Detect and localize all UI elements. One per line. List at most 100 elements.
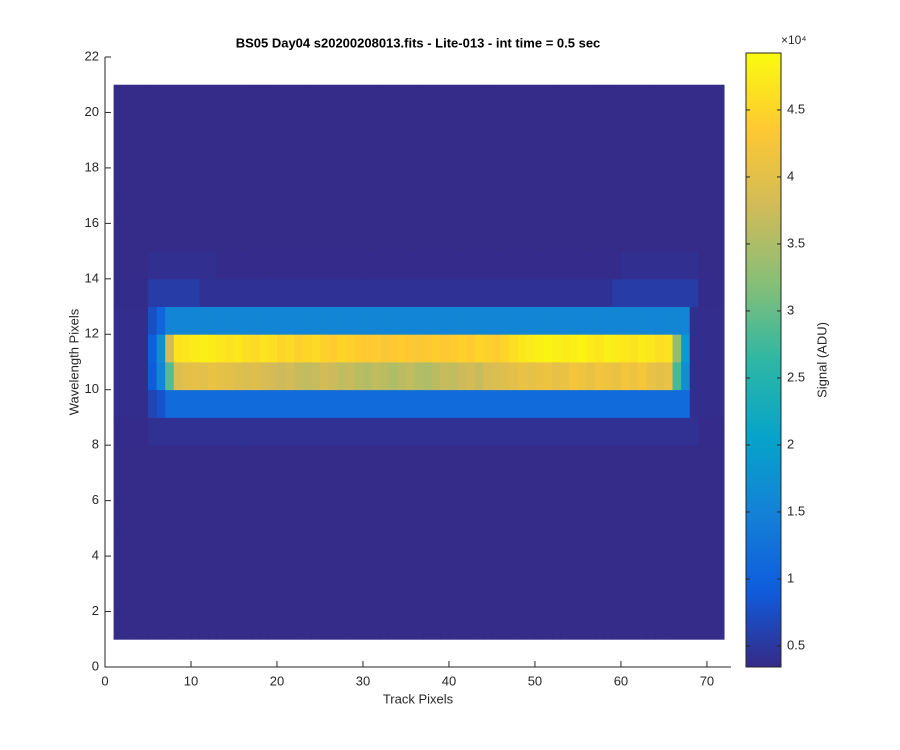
cell [715, 417, 725, 446]
cell [251, 140, 261, 169]
cell [509, 278, 519, 307]
cell [190, 140, 200, 169]
cell [233, 306, 243, 335]
cell [491, 445, 501, 474]
cell [182, 278, 192, 307]
cell [620, 583, 630, 612]
cell [569, 556, 579, 585]
cell [603, 195, 613, 224]
cell [190, 362, 200, 391]
cell [466, 362, 476, 391]
cell [577, 140, 587, 169]
cell [586, 278, 596, 307]
cell [629, 500, 639, 529]
cell [706, 306, 716, 335]
cell [259, 140, 269, 169]
cell [457, 417, 467, 446]
cell [500, 556, 510, 585]
cell [440, 306, 450, 335]
cell [483, 611, 493, 640]
cell [233, 112, 243, 141]
cell [302, 112, 312, 141]
cell [294, 223, 304, 252]
cell [147, 417, 157, 446]
cell [483, 445, 493, 474]
cell [225, 278, 235, 307]
cell [388, 140, 398, 169]
cell [698, 223, 708, 252]
cell [276, 84, 286, 113]
cell [276, 306, 286, 335]
cell [440, 362, 450, 391]
cell [509, 611, 519, 640]
cell [552, 472, 562, 502]
cell [586, 112, 596, 141]
cell [534, 251, 544, 280]
cell [689, 112, 699, 141]
cell [543, 167, 553, 197]
cell [354, 445, 364, 474]
cell [552, 389, 562, 418]
cell [706, 611, 716, 640]
cell [715, 195, 725, 224]
cell [285, 334, 295, 363]
cell [130, 334, 140, 363]
cell [620, 472, 630, 502]
cell [405, 389, 415, 418]
cell [646, 84, 656, 113]
cell [655, 306, 665, 335]
cell [156, 278, 166, 307]
cell [663, 500, 673, 529]
cell [345, 362, 355, 391]
cell [663, 195, 673, 224]
cell [199, 167, 209, 197]
cell [337, 306, 347, 335]
cell [552, 140, 562, 169]
cell [362, 362, 372, 391]
cell [354, 306, 364, 335]
cell [276, 389, 286, 418]
cell [681, 223, 691, 252]
cell [474, 84, 484, 113]
cell [440, 334, 450, 363]
cell [190, 223, 200, 252]
cell [672, 472, 682, 502]
cell [595, 167, 605, 197]
cell [242, 417, 252, 446]
cell [285, 167, 295, 197]
cell [345, 417, 355, 446]
cell [173, 334, 183, 363]
cell [380, 500, 390, 529]
cell [663, 140, 673, 169]
cell [354, 223, 364, 252]
cell [431, 417, 441, 446]
cell [242, 611, 252, 640]
cell [586, 528, 596, 557]
cell [337, 389, 347, 418]
cell [354, 195, 364, 224]
cell [259, 500, 269, 529]
cell [629, 417, 639, 446]
cell [457, 223, 467, 252]
cell [629, 611, 639, 640]
cell [483, 334, 493, 363]
cell [328, 167, 338, 197]
cell [577, 334, 587, 363]
cell [569, 278, 579, 307]
cell [612, 84, 622, 113]
cell [448, 195, 458, 224]
cell [414, 84, 424, 113]
cell [612, 528, 622, 557]
cell [595, 472, 605, 502]
cell [440, 278, 450, 307]
cell [431, 583, 441, 612]
cell [328, 223, 338, 252]
cell [113, 306, 123, 335]
cell [586, 334, 596, 363]
cell [337, 417, 347, 446]
cell [362, 389, 372, 418]
cell [595, 278, 605, 307]
cell [569, 306, 579, 335]
cell [337, 84, 347, 113]
cell [431, 84, 441, 113]
